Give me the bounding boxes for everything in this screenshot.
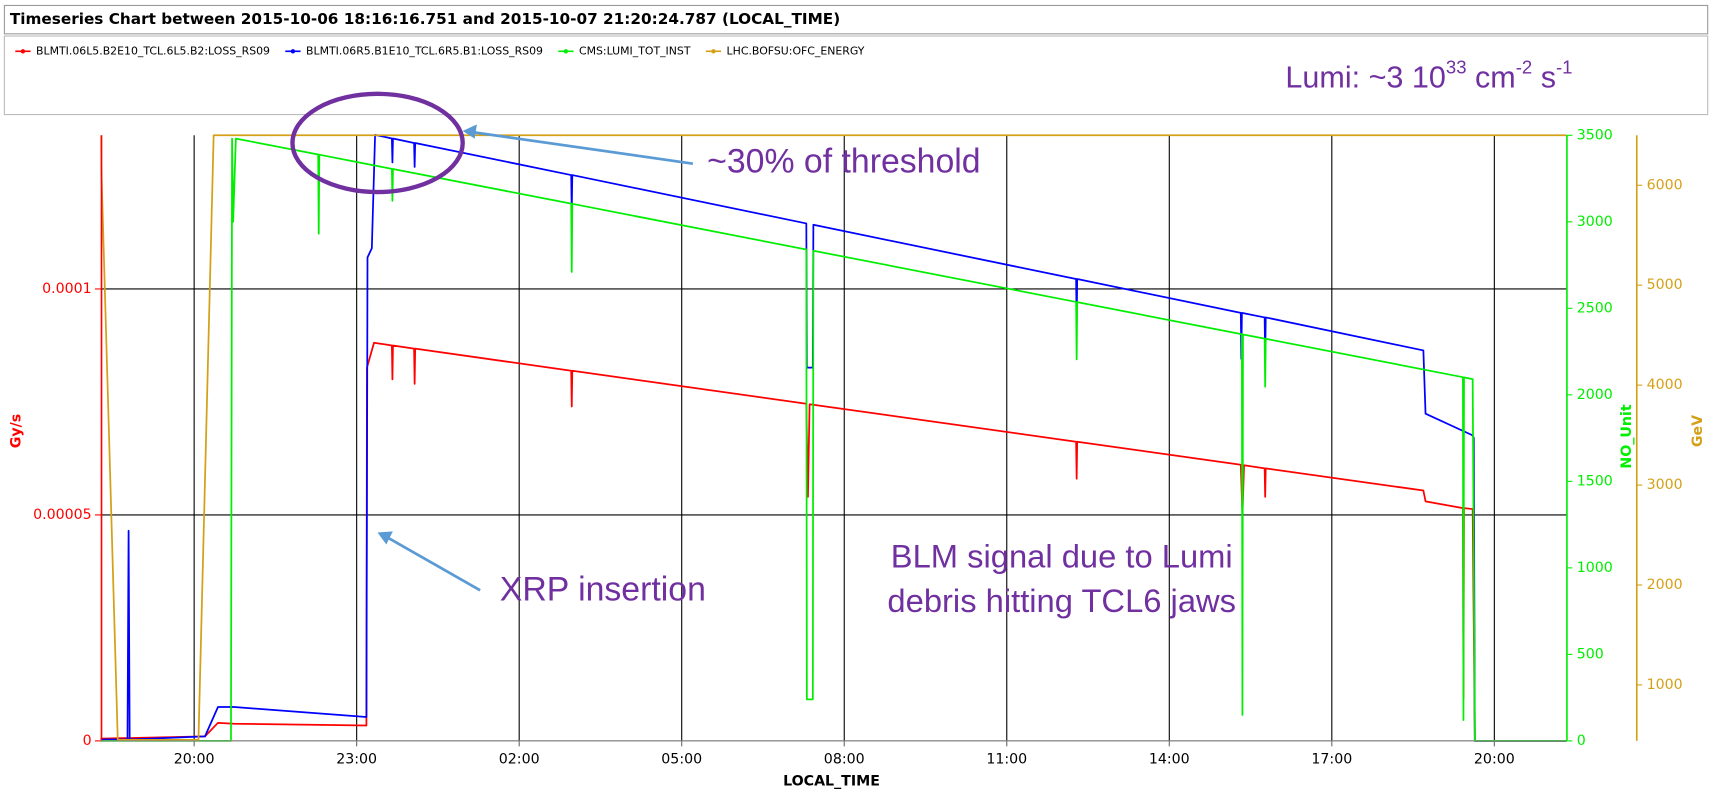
arrow-head (377, 531, 393, 545)
legend-label: CMS:LUMI_TOT_INST (579, 44, 691, 57)
title-bar (3, 4, 1709, 35)
y3-axis-label: GeV (1690, 415, 1706, 447)
x-tick-label: 20:00 (1474, 751, 1515, 767)
blm-annotation: BLM signal due to Lumi (891, 537, 1233, 574)
y2-tick-label: 1000 (1577, 560, 1613, 576)
highlight-ellipse (290, 91, 465, 195)
xrp-annotation: XRP insertion (500, 570, 706, 608)
x-tick-label: 17:00 (1311, 751, 1352, 767)
arrow-head (462, 124, 477, 139)
legend-panel (3, 35, 1709, 116)
y3-tick-label: 6000 (1647, 177, 1683, 193)
grid (100, 135, 1567, 742)
x-tick-label: 02:00 (499, 751, 540, 767)
legend-label: BLMTI.06L5.B2E10_TCL.6L5.B2:LOSS_RS09 (36, 44, 270, 57)
y-tick-label: 0.0001 (42, 281, 92, 297)
y3-tick-label: 3000 (1647, 477, 1683, 493)
legend-marker-dot (711, 49, 716, 54)
x-tick-label: 05:00 (661, 751, 702, 767)
series-line (100, 137, 1567, 742)
legend-label: LHC.BOFSU:OFC_ENERGY (727, 44, 865, 57)
lumi-annotation: Lumi: ~3 1033 cm-2 s-1 (1285, 57, 1572, 95)
x-tick-label: 14:00 (1149, 751, 1190, 767)
x-tick-label: 23:00 (336, 751, 377, 767)
y2-tick-label: 0 (1577, 733, 1586, 749)
lumi-annotation-part: Lumi: ~3 10 (1285, 61, 1445, 95)
y3-tick-label: 4000 (1647, 377, 1683, 393)
series-line (100, 134, 1567, 741)
y2-tick-label: 2000 (1577, 387, 1613, 403)
lumi-annotation-part: s (1532, 61, 1556, 95)
lumi-annotation-part: cm (1467, 61, 1516, 95)
x-tick-label: 20:00 (174, 751, 215, 767)
series-line (100, 341, 1567, 742)
y-tick-label: 0.00005 (33, 507, 92, 523)
x-axis-label: LOCAL_TIME (783, 773, 880, 789)
threshold-annotation: ~30% of threshold (707, 143, 981, 181)
plot-lines (100, 133, 1567, 742)
arrow (471, 130, 694, 166)
y2-axis-label: NO_Unit (1619, 404, 1635, 468)
legend-marker-dot (20, 49, 26, 54)
x-tick-label: 08:00 (824, 751, 865, 767)
legend-marker-dot (563, 49, 569, 54)
arrow (385, 535, 481, 592)
chart-title: Timeseries Chart between 2015-10-06 18:1… (10, 10, 840, 28)
y2-tick-label: 2500 (1577, 300, 1613, 316)
series-line (100, 133, 1567, 742)
lumi-annotation-part: 33 (1446, 57, 1467, 78)
y3-tick-label: 5000 (1647, 277, 1683, 293)
y-axis-label: Gy/s (8, 414, 24, 448)
legend-marker-dot (290, 49, 296, 54)
y-tick-label: 0 (83, 733, 92, 749)
x-tick-label: 11:00 (986, 751, 1027, 767)
y2-tick-label: 3000 (1577, 214, 1613, 230)
axes: 20:00 23:00 02:00 05:00 08:00 11:00 14:00 17:00… (33, 127, 1683, 767)
lumi-annotation-part: -2 (1516, 57, 1532, 78)
lumi-annotation-part: -1 (1556, 57, 1572, 78)
y3-tick-label: 2000 (1647, 577, 1683, 593)
y3-tick-label: 1000 (1647, 677, 1683, 693)
y2-tick-label: 1500 (1577, 473, 1613, 489)
legend: BLMTI.06L5.B2E10_TCL.6L5.B2:LOSS_RS09 BLM… (15, 44, 865, 57)
blm-annotation: debris hitting TCL6 jaws (887, 582, 1236, 619)
legend-label: BLMTI.06R5.B1E10_TCL.6R5.B1:LOSS_RS09 (306, 44, 543, 57)
y2-tick-label: 500 (1577, 646, 1604, 662)
y2-tick-label: 3500 (1577, 127, 1613, 143)
